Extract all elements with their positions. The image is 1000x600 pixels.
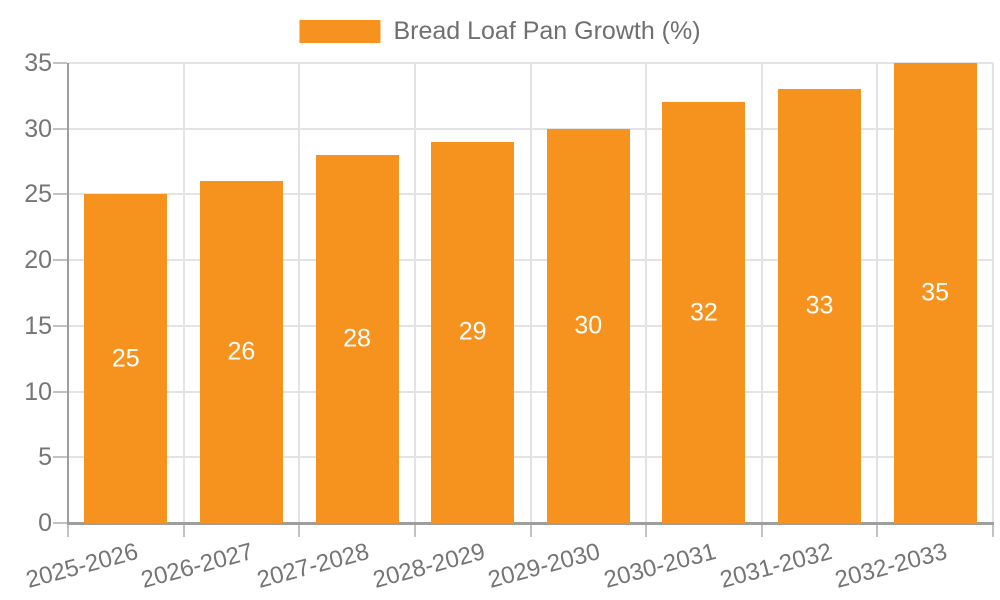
x-tick-mark: [413, 524, 416, 537]
bar-value-label: 30: [574, 311, 603, 340]
x-gridline: [298, 63, 301, 523]
x-gridline: [182, 63, 185, 523]
x-tick-mark: [992, 524, 994, 537]
x-gridline: [645, 63, 648, 523]
x-tick-mark: [298, 524, 301, 537]
x-tick-mark: [876, 524, 879, 537]
bar-value-label: 26: [227, 337, 256, 366]
x-gridline: [529, 63, 532, 523]
bar[interactable]: 25: [84, 194, 168, 523]
x-axis-line: [67, 522, 994, 525]
y-tick-label: 35: [24, 49, 52, 77]
y-tick-mark: [53, 259, 67, 262]
y-tick-label: 30: [24, 114, 52, 143]
bar-value-label: 33: [805, 291, 834, 320]
bar-value-label: 28: [343, 324, 371, 353]
plot-area: 25 26 28 29 30 32 33 35: [53, 62, 994, 537]
bar-value-label: 32: [690, 298, 718, 327]
x-gridline: [760, 63, 763, 523]
bar[interactable]: 29: [431, 141, 515, 523]
legend-swatch-icon: [299, 20, 381, 43]
bar-value-label: 35: [921, 278, 950, 307]
bar[interactable]: 32: [662, 102, 746, 523]
bar-value-label: 29: [458, 317, 487, 346]
y-tick-label: 10: [24, 377, 52, 406]
bar[interactable]: 30: [546, 128, 630, 523]
y-tick-label: 0: [38, 509, 52, 537]
bar[interactable]: 35: [893, 63, 977, 523]
bar[interactable]: 26: [199, 181, 283, 523]
x-tick-mark: [645, 524, 648, 537]
x-tick-mark: [182, 524, 185, 537]
x-gridline: [992, 63, 994, 523]
bar-value-label: 25: [111, 344, 140, 373]
legend[interactable]: Bread Loaf Pan Growth (%): [299, 16, 701, 47]
legend-label: Bread Loaf Pan Growth (%): [393, 17, 701, 45]
bar[interactable]: 28: [315, 155, 399, 523]
y-tick-mark: [53, 390, 67, 393]
y-tick-label: 5: [38, 443, 52, 472]
y-tick-mark: [53, 324, 67, 327]
y-tick-mark: [53, 62, 67, 64]
x-tick-mark: [529, 524, 532, 537]
x-tick-mark: [67, 524, 69, 537]
y-tick-mark: [53, 127, 67, 130]
x-tick-mark: [760, 524, 763, 537]
x-gridline: [876, 63, 879, 523]
y-tick-label: 25: [24, 180, 52, 209]
bar[interactable]: 33: [778, 89, 862, 523]
x-gridline: [413, 63, 416, 523]
y-tick-mark: [53, 193, 67, 196]
y-tick-label: 15: [24, 311, 52, 340]
y-tick-label: 20: [24, 246, 52, 275]
y-axis-line: [67, 63, 69, 523]
y-tick-mark: [53, 456, 67, 459]
y-tick-mark: [53, 522, 67, 524]
